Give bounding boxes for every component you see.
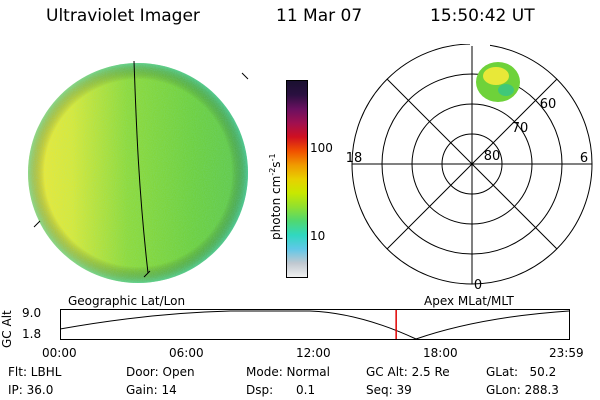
seq-info: Seq: 39 [366,383,412,397]
date-label: 11 Mar 07 [276,6,363,26]
door-info: Door: Open [126,365,195,379]
app-title: Ultraviolet Imager [46,6,200,26]
lat-label-80: 80 [484,149,501,164]
time-tick-4: 23:59 [549,346,584,360]
mode-info: Mode: Normal [246,365,330,379]
polar-plot: 12 18 6 0 60 70 80 [346,44,593,293]
time-tick-0: 00:00 [42,346,77,360]
apex-label: Apex MLat/MLT [424,294,514,308]
lat-label-70: 70 [512,121,529,136]
mlt-label-6: 6 [580,151,588,166]
mlt-label-0: 0 [474,278,482,293]
alt-tick-low: 1.8 [22,327,42,341]
gc-alt-axis-title: GC Alt [0,310,14,348]
time-label: 15:50:42 UT [430,6,535,26]
time-tick-1: 06:00 [169,346,204,360]
colorbar-unit-label: photon cm-2s-1 [268,153,283,240]
time-tick-3: 18:00 [423,346,458,360]
dsp-info: Dsp: 0.1 [246,383,316,397]
terminator-line [133,60,149,274]
alt-tick-high: 9.0 [22,306,42,320]
filter-info: Flt: LBHL [8,365,62,379]
mlt-label-12: 12 [470,44,487,46]
colorbar-tick-100: 100 [310,141,333,155]
time-tick-2: 12:00 [296,346,331,360]
altitude-timeline [60,309,570,340]
lat-label-60: 60 [540,97,557,112]
colorbar [286,80,308,278]
glat-info: GLat: 50.2 [486,365,557,379]
ip-info: IP: 36.0 [8,383,54,397]
gain-info: Gain: 14 [126,383,177,397]
geographic-label: Geographic Lat/Lon [68,294,186,308]
altitude-curve [60,310,570,340]
colorbar-tick-10: 10 [310,229,326,243]
gc-alt-info: GC Alt: 2.5 Re [366,365,450,379]
glon-info: GLon: 288.3 [486,383,559,397]
uv-disk-image [28,60,249,283]
mlt-label-18: 18 [346,151,363,166]
